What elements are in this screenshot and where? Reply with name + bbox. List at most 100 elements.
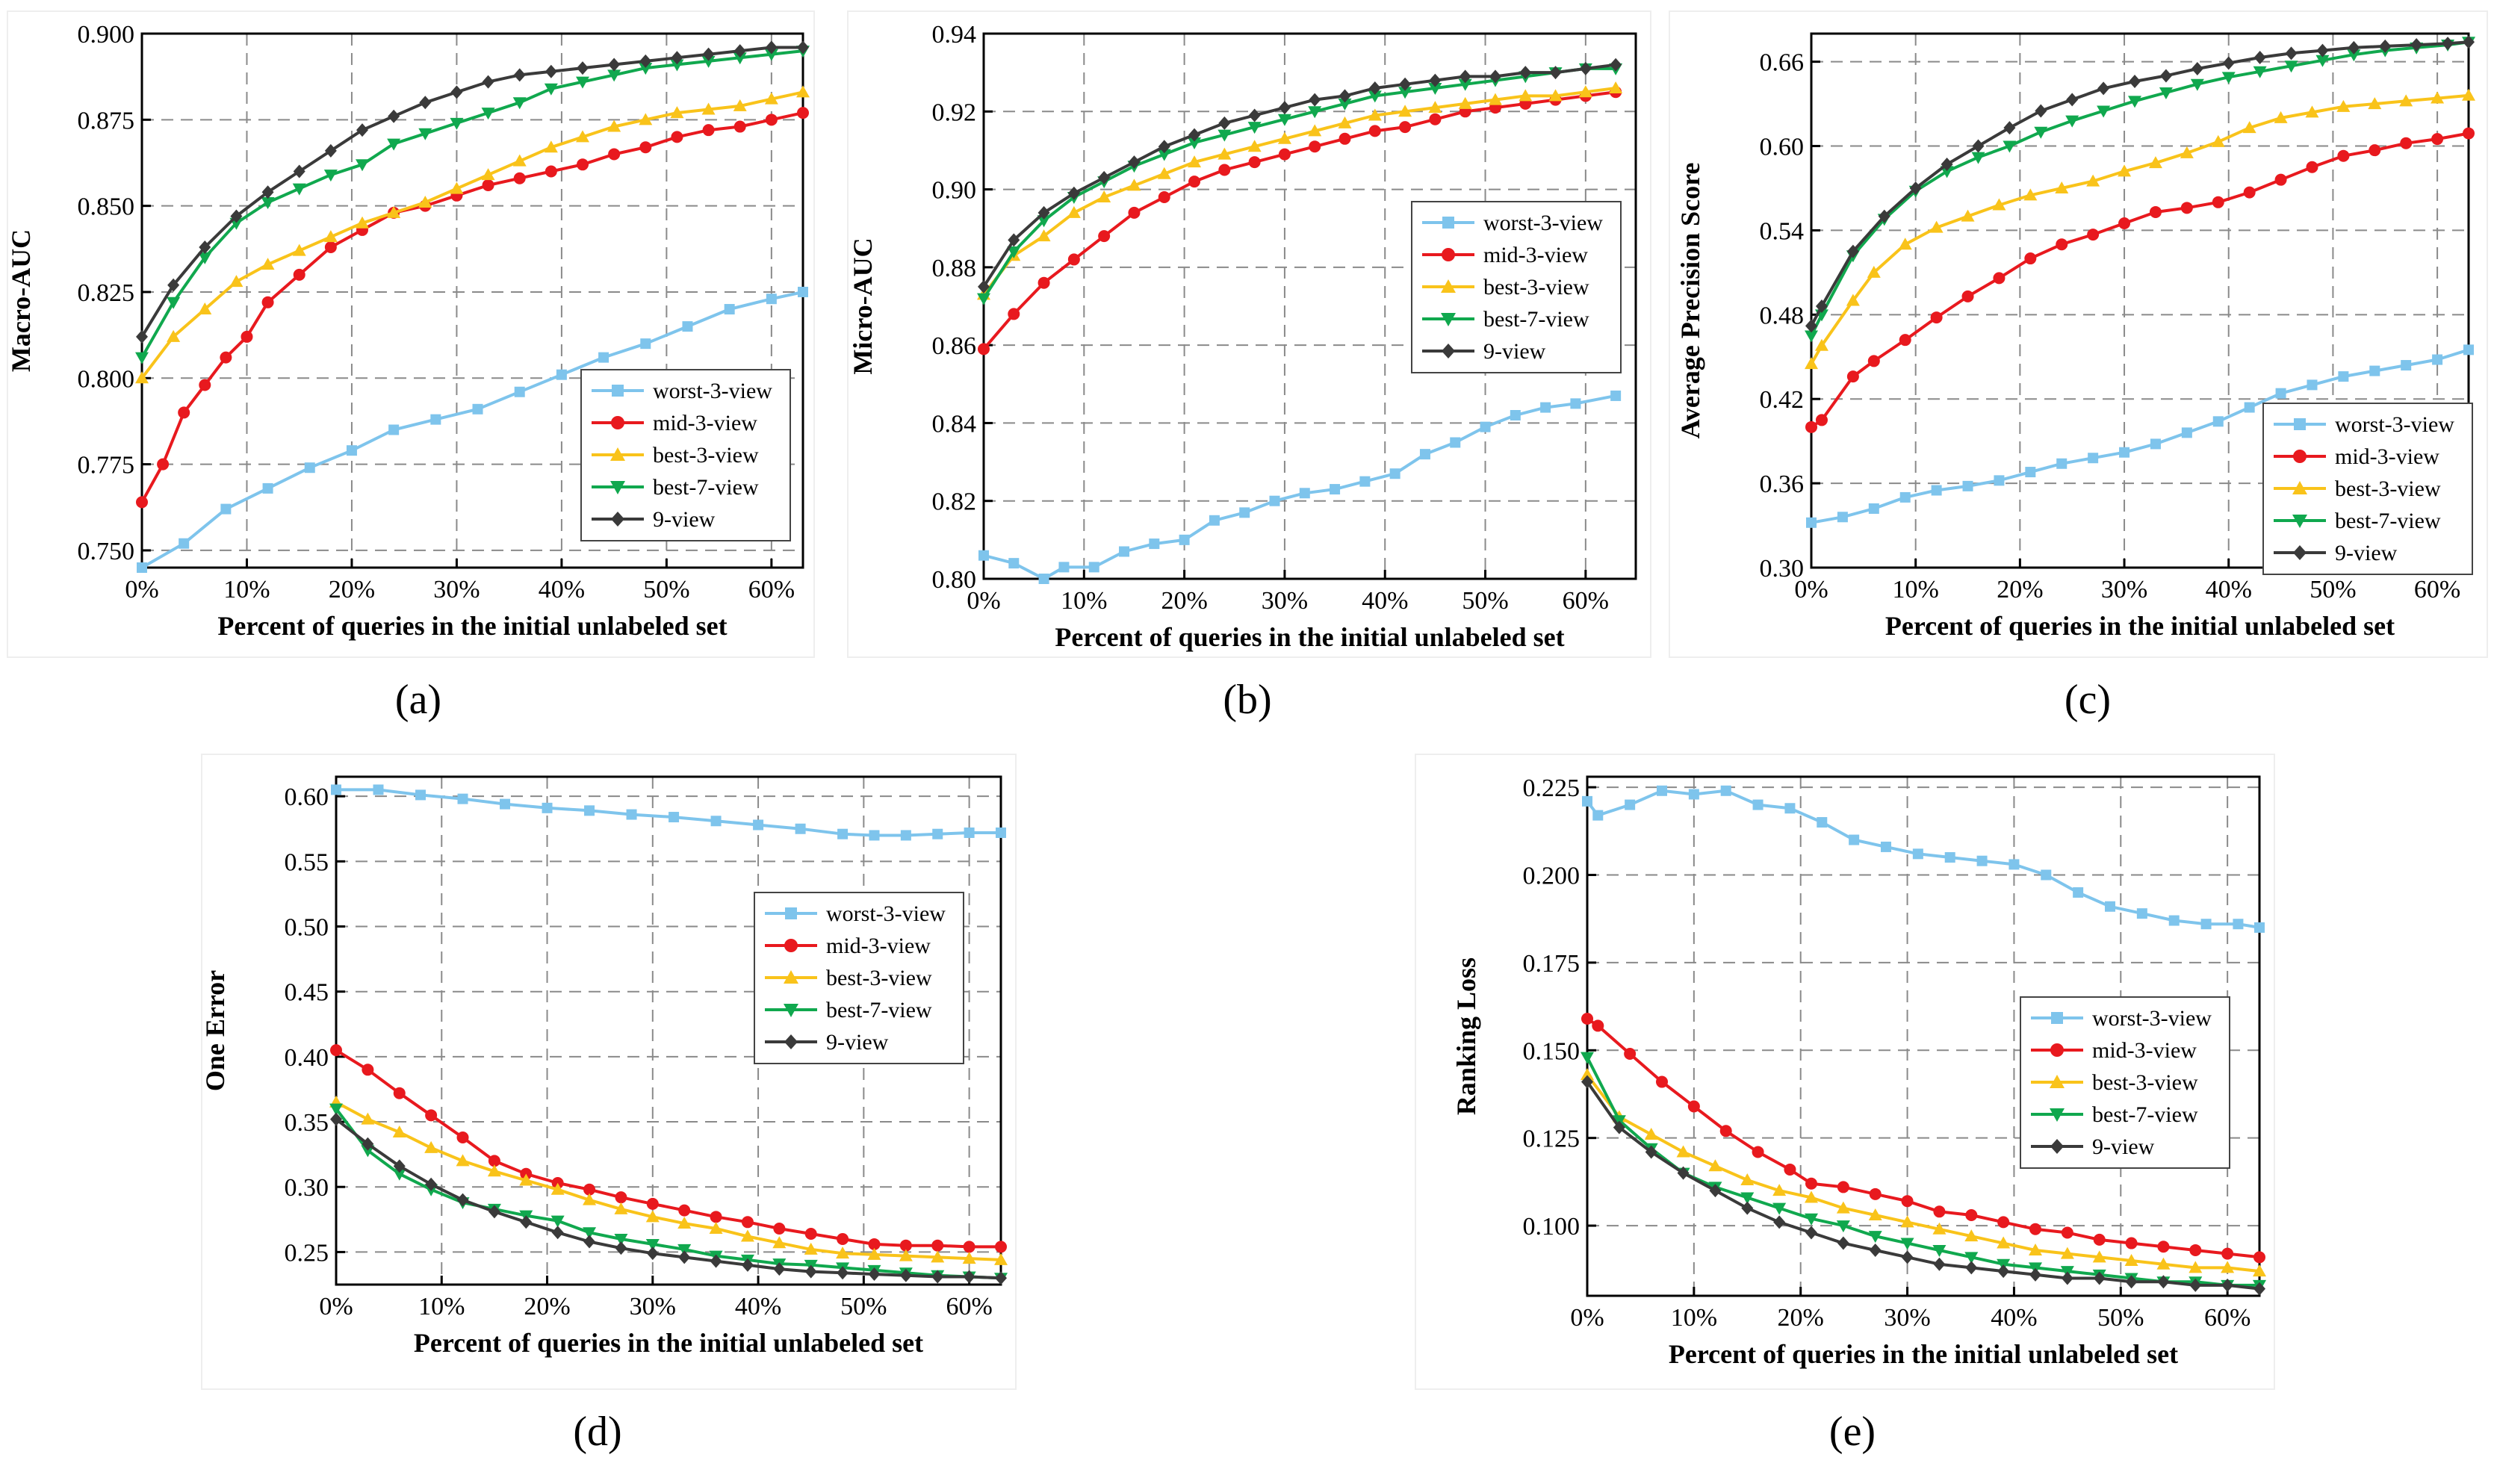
data-point-9-view xyxy=(2035,104,2047,118)
legend-swatch-marker xyxy=(2051,1012,2063,1024)
series-line-worst-3-view xyxy=(1811,348,2469,524)
data-point-best-7-view xyxy=(2003,140,2017,153)
data-point-9-view xyxy=(1965,1261,1978,1275)
data-point-best-3-view xyxy=(2156,1257,2171,1270)
data-point-worst-3-view xyxy=(2150,438,2161,450)
data-point-best-7-view xyxy=(576,76,589,89)
data-point-best-3-view xyxy=(167,329,181,342)
y-tick-label: 0.30 xyxy=(1760,555,1805,583)
x-tick-label: 50% xyxy=(840,1293,887,1320)
data-point-best-3-view xyxy=(2305,105,2319,118)
x-tick-label: 30% xyxy=(433,576,480,603)
data-point-best-7-view xyxy=(392,1168,406,1181)
data-point-best-3-view xyxy=(1488,93,1502,105)
data-point-9-view xyxy=(1579,61,1592,75)
data-point-best-7-view xyxy=(1772,1202,1787,1215)
data-point-worst-3-view xyxy=(682,321,693,332)
data-point-mid-3-view xyxy=(393,1087,406,1099)
data-point-best-3-view xyxy=(550,1182,565,1195)
x-tick-label: 0% xyxy=(1570,1304,1604,1332)
data-point-worst-3-view xyxy=(1088,562,1099,573)
data-point-mid-3-view xyxy=(615,1191,627,1204)
data-point-worst-3-view xyxy=(2056,458,2068,469)
data-point-9-view xyxy=(388,109,400,123)
data-point-worst-3-view xyxy=(2432,354,2443,365)
data-point-mid-3-view xyxy=(978,343,990,356)
data-point-worst-3-view xyxy=(2041,869,2052,881)
data-point-mid-3-view xyxy=(2087,229,2100,241)
legend-swatch-marker xyxy=(610,481,625,494)
data-point-worst-3-view xyxy=(1389,468,1400,479)
data-point-best-7-view xyxy=(135,352,149,364)
data-point-worst-3-view xyxy=(584,805,595,816)
data-point-worst-3-view xyxy=(1657,785,1667,796)
legend-entry-worst-3-view: worst-3-view xyxy=(1483,211,1603,235)
data-point-worst-3-view xyxy=(262,482,273,494)
data-point-best-3-view xyxy=(1578,85,1592,98)
data-point-best-3-view xyxy=(867,1247,881,1260)
data-point-9-view xyxy=(136,329,148,344)
data-point-mid-3-view xyxy=(765,114,778,126)
data-point-best-3-view xyxy=(1868,1208,1882,1220)
data-point-best-7-view xyxy=(512,97,527,110)
data-point-9-view xyxy=(393,1159,406,1173)
data-point-9-view xyxy=(1459,69,1471,84)
x-tick-label: 30% xyxy=(630,1293,676,1320)
x-tick-label: 0% xyxy=(1794,576,1828,603)
data-point-best-3-view xyxy=(1609,81,1623,93)
legend-swatch-marker xyxy=(2292,515,2307,528)
data-point-best-7-view xyxy=(2159,87,2173,100)
data-point-best-3-view xyxy=(1867,265,1881,278)
data-point-mid-3-view xyxy=(733,120,746,133)
x-tick-label: 20% xyxy=(329,576,375,603)
data-point-best-7-view xyxy=(1805,330,1818,343)
data-point-best-3-view xyxy=(1772,1184,1787,1196)
data-point-mid-3-view xyxy=(797,107,809,119)
data-point-mid-3-view xyxy=(1869,1187,1882,1200)
data-point-9-view xyxy=(931,1270,944,1284)
data-point-best-3-view xyxy=(677,1217,692,1229)
data-point-9-view xyxy=(1278,101,1291,115)
y-tick-label: 0.84 xyxy=(932,410,977,438)
y-axis-label: Macro-AUC xyxy=(6,229,36,372)
data-point-mid-3-view xyxy=(293,268,305,281)
data-point-9-view xyxy=(765,40,778,55)
data-point-mid-3-view xyxy=(1837,1181,1849,1193)
data-point-mid-3-view xyxy=(1805,1177,1817,1190)
x-tick-label: 60% xyxy=(2414,576,2460,603)
data-point-best-3-view xyxy=(1519,89,1533,102)
x-tick-label: 10% xyxy=(1671,1304,1717,1332)
data-point-worst-3-view xyxy=(900,830,911,841)
data-point-best-3-view xyxy=(1740,1173,1755,1186)
data-point-best-7-view xyxy=(1964,1252,1979,1264)
data-point-best-7-view xyxy=(1398,87,1412,99)
data-point-worst-3-view xyxy=(1849,834,1860,845)
data-point-9-view xyxy=(741,1258,754,1272)
data-point-9-view xyxy=(167,278,180,292)
y-tick-label: 0.800 xyxy=(78,365,135,393)
data-point-worst-3-view xyxy=(2212,416,2224,427)
x-axis-label: Percent of queries in the initial unlabe… xyxy=(217,611,727,641)
data-point-9-view xyxy=(608,58,621,72)
data-point-worst-3-view xyxy=(220,503,232,515)
data-point-best-7-view xyxy=(550,1215,565,1228)
plot-frame xyxy=(1586,775,2261,1297)
legend-swatch-marker xyxy=(1441,313,1456,326)
data-point-best-3-view xyxy=(2211,134,2225,147)
data-point-9-view xyxy=(978,279,990,294)
data-point-9-view xyxy=(1610,58,1622,72)
data-point-9-view xyxy=(2093,1271,2106,1285)
y-tick-label: 0.86 xyxy=(932,332,977,360)
data-point-9-view xyxy=(2189,1278,2202,1292)
data-point-mid-3-view xyxy=(2180,202,2193,214)
data-point-mid-3-view xyxy=(1309,140,1321,153)
data-point-mid-3-view xyxy=(2157,1241,2170,1253)
data-point-mid-3-view xyxy=(2149,205,2162,218)
data-point-best-7-view xyxy=(1277,114,1291,126)
x-axis-label: Percent of queries in the initial unlabe… xyxy=(1885,611,2395,641)
data-point-mid-3-view xyxy=(2431,133,2444,146)
data-point-9-view xyxy=(482,75,494,89)
data-point-9-view xyxy=(1645,1145,1657,1159)
legend-entry-mid-3-view: mid-3-view xyxy=(653,411,757,435)
data-point-worst-3-view xyxy=(1976,855,1988,866)
